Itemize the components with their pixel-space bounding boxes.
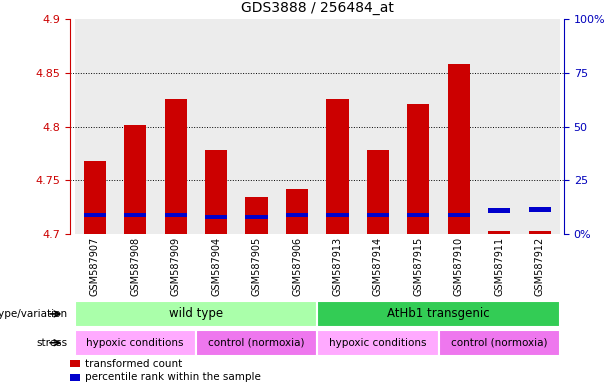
Text: percentile rank within the sample: percentile rank within the sample [85, 372, 261, 382]
Bar [407, 104, 430, 234]
Bar [357, 19, 398, 234]
Bar [488, 209, 511, 213]
Bar [367, 151, 389, 234]
Title: GDS3888 / 256484_at: GDS3888 / 256484_at [241, 2, 394, 15]
Bar [398, 19, 438, 234]
Bar [156, 19, 196, 234]
Bar [447, 65, 470, 234]
Bar [164, 99, 187, 234]
Bar [83, 161, 106, 234]
Text: genotype/variation: genotype/variation [0, 309, 67, 319]
Bar [277, 19, 318, 234]
Bar [318, 301, 560, 327]
Text: control (normoxia): control (normoxia) [451, 338, 547, 348]
Bar [245, 197, 268, 234]
Bar [245, 215, 268, 219]
Bar [124, 213, 147, 217]
Bar [438, 330, 560, 356]
Bar [326, 99, 349, 234]
Bar [407, 213, 430, 217]
Bar [318, 19, 357, 234]
Bar [237, 19, 277, 234]
Bar [196, 330, 318, 356]
Bar [75, 330, 196, 356]
Text: control (normoxia): control (normoxia) [208, 338, 305, 348]
Bar [286, 189, 308, 234]
Bar [115, 19, 156, 234]
Bar [528, 207, 551, 212]
Bar [326, 213, 349, 217]
Bar [83, 213, 106, 217]
Bar [75, 19, 115, 234]
Bar [75, 301, 318, 327]
Text: transformed count: transformed count [85, 359, 183, 369]
Text: wild type: wild type [169, 308, 223, 320]
Bar [318, 330, 438, 356]
Bar [447, 213, 470, 217]
Text: hypoxic conditions: hypoxic conditions [86, 338, 184, 348]
Bar [479, 19, 519, 234]
Bar [519, 19, 560, 234]
Text: stress: stress [36, 338, 67, 348]
Bar [164, 213, 187, 217]
Bar [528, 231, 551, 234]
Text: hypoxic conditions: hypoxic conditions [329, 338, 427, 348]
Bar [70, 360, 80, 367]
Bar [205, 215, 227, 219]
Bar [438, 19, 479, 234]
Text: AtHb1 transgenic: AtHb1 transgenic [387, 308, 490, 320]
Bar [367, 213, 389, 217]
Bar [205, 151, 227, 234]
Bar [196, 19, 237, 234]
Bar [70, 374, 80, 381]
Bar [286, 213, 308, 217]
Bar [124, 124, 147, 234]
Bar [488, 231, 511, 234]
